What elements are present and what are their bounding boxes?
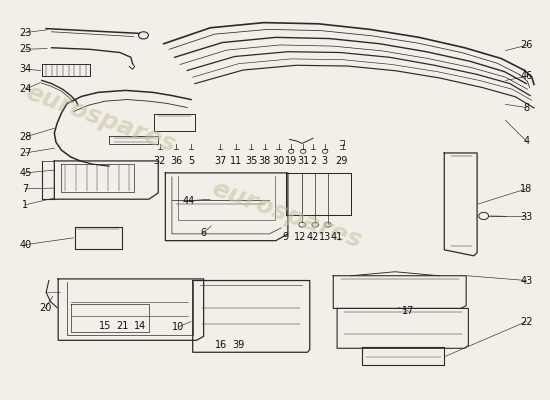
Text: eurospares: eurospares bbox=[208, 176, 365, 253]
Text: 41: 41 bbox=[331, 232, 343, 242]
Text: 36: 36 bbox=[170, 156, 183, 166]
Text: 26: 26 bbox=[520, 40, 532, 50]
Text: 43: 43 bbox=[520, 276, 532, 286]
Text: 44: 44 bbox=[182, 196, 195, 206]
Text: 42: 42 bbox=[307, 232, 319, 242]
Text: 21: 21 bbox=[117, 320, 129, 330]
Text: 45: 45 bbox=[19, 168, 31, 178]
Text: 39: 39 bbox=[233, 340, 245, 350]
Text: 16: 16 bbox=[215, 340, 227, 350]
Text: 12: 12 bbox=[294, 232, 307, 242]
Text: 19: 19 bbox=[285, 156, 298, 166]
Text: 25: 25 bbox=[19, 44, 31, 54]
Text: 3: 3 bbox=[321, 156, 327, 166]
Text: 17: 17 bbox=[402, 306, 414, 316]
Text: 27: 27 bbox=[19, 148, 31, 158]
Text: 37: 37 bbox=[214, 156, 226, 166]
Text: 40: 40 bbox=[19, 240, 31, 250]
Text: 8: 8 bbox=[523, 102, 530, 112]
Text: 5: 5 bbox=[188, 156, 194, 166]
Text: 22: 22 bbox=[520, 316, 532, 326]
Text: 9: 9 bbox=[283, 232, 289, 242]
Text: 7: 7 bbox=[22, 184, 29, 194]
Text: 33: 33 bbox=[520, 212, 532, 222]
Text: 4: 4 bbox=[523, 136, 530, 146]
Text: 14: 14 bbox=[134, 320, 146, 330]
Text: 30: 30 bbox=[272, 156, 285, 166]
Text: 32: 32 bbox=[153, 156, 166, 166]
Text: 31: 31 bbox=[297, 156, 309, 166]
Text: 24: 24 bbox=[19, 84, 31, 94]
Text: 34: 34 bbox=[19, 64, 31, 74]
Text: 1: 1 bbox=[23, 200, 29, 210]
Text: 2: 2 bbox=[310, 156, 316, 166]
Text: 20: 20 bbox=[39, 304, 51, 314]
Text: 23: 23 bbox=[19, 28, 31, 38]
Text: 15: 15 bbox=[99, 320, 112, 330]
Text: 35: 35 bbox=[245, 156, 257, 166]
Text: 10: 10 bbox=[172, 322, 185, 332]
Text: 13: 13 bbox=[319, 232, 331, 242]
Text: 29: 29 bbox=[336, 156, 348, 166]
Text: 38: 38 bbox=[258, 156, 271, 166]
Text: 6: 6 bbox=[201, 228, 207, 238]
Text: eurospares: eurospares bbox=[23, 80, 179, 157]
Text: 28: 28 bbox=[19, 132, 31, 142]
Text: 18: 18 bbox=[520, 184, 532, 194]
Text: 11: 11 bbox=[230, 156, 243, 166]
Text: 46: 46 bbox=[520, 72, 532, 82]
